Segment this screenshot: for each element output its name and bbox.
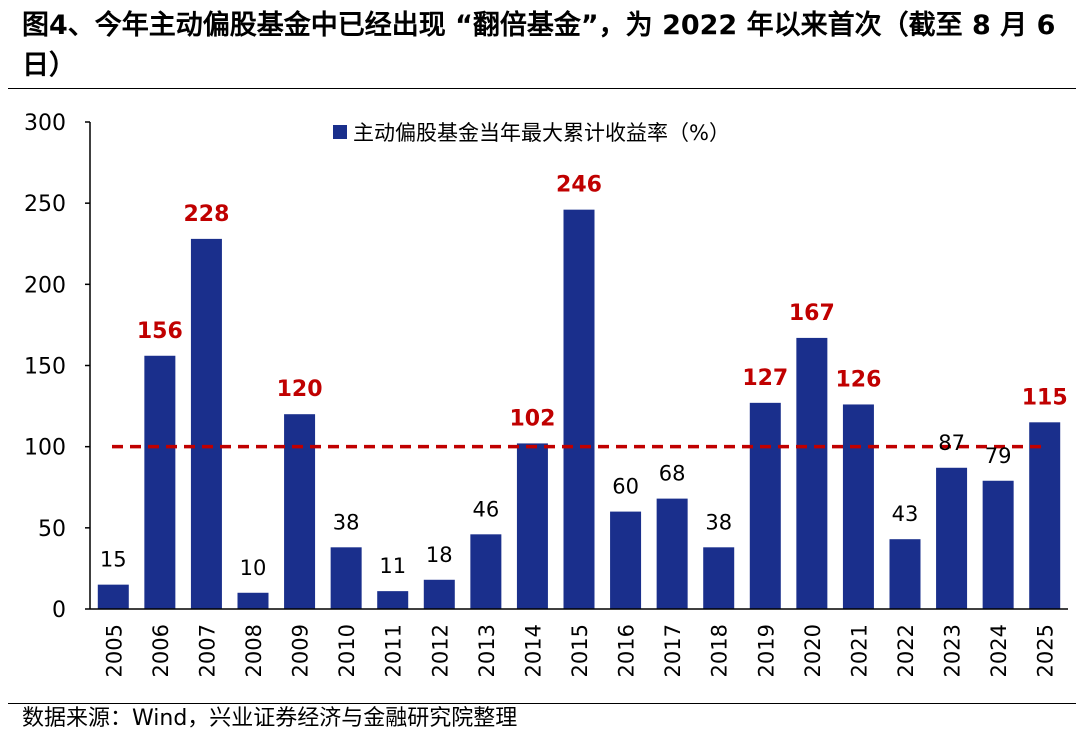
value-label-2020: 167 (789, 301, 835, 326)
y-tick-label: 100 (24, 436, 66, 461)
bar-2014 (516, 443, 548, 609)
value-label-2021: 126 (835, 367, 881, 392)
value-label-2016: 60 (612, 475, 639, 499)
x-tick-label-2025: 2025 (1034, 624, 1058, 677)
top-rule (8, 88, 1076, 89)
x-tick-label-2014: 2014 (521, 624, 545, 677)
x-tick-label-2011: 2011 (382, 624, 406, 677)
value-label-2022: 43 (892, 502, 919, 526)
bar-2007 (190, 238, 222, 609)
value-label-2009: 120 (277, 377, 323, 402)
x-tick-label-2019: 2019 (754, 624, 778, 677)
x-tick-label-2005: 2005 (102, 624, 126, 677)
bar-2019 (749, 402, 781, 609)
y-tick-label: 150 (24, 355, 66, 380)
y-tick-label: 50 (38, 517, 66, 542)
bar-2016 (610, 511, 642, 609)
legend-label: 主动偏股基金当年最大累计收益率（%） (353, 121, 730, 145)
bar-2013 (470, 534, 502, 609)
legend: 主动偏股基金当年最大累计收益率（%） (333, 121, 730, 145)
bar-2024 (982, 480, 1014, 609)
x-tick-label-2015: 2015 (568, 624, 592, 677)
x-tick-label-2017: 2017 (661, 624, 685, 677)
x-tick-label-2022: 2022 (894, 624, 918, 677)
bar-2015 (563, 209, 595, 609)
x-tick-label-2021: 2021 (847, 624, 871, 677)
figure-title: 图4、今年主动偏股基金中已经出现 “翻倍基金”，为 2022 年以来首次（截至 … (22, 10, 1056, 81)
y-tick-label: 250 (24, 192, 66, 217)
x-tick-label-2020: 2020 (801, 624, 825, 677)
x-tick-label-2024: 2024 (987, 624, 1011, 677)
value-label-2005: 15 (100, 548, 127, 572)
value-label-2011: 11 (379, 554, 406, 578)
y-tick-label: 300 (24, 111, 66, 136)
bar-2010 (330, 547, 362, 609)
bar-2020 (796, 337, 828, 609)
bars (97, 209, 1061, 609)
x-tick-label-2006: 2006 (149, 624, 173, 677)
bar-2008 (237, 592, 269, 609)
value-labels: 15 156 228 10 120 38 11 18 46 102 246 60 68 38 127 167 1… (100, 173, 1068, 580)
y-axis: 0 50 100 150 200 250 300 (24, 111, 91, 623)
value-label-2025: 115 (1022, 385, 1068, 410)
bar-chart: 0 50 100 150 200 250 300 15 156 228 10 120 38 11 18 46… (24, 111, 1068, 677)
bottom-rule (8, 703, 1076, 704)
value-label-2006: 156 (137, 319, 183, 344)
value-label-2015: 246 (556, 173, 602, 198)
value-label-2024: 79 (985, 444, 1012, 468)
bar-2011 (377, 591, 409, 609)
value-label-2008: 10 (240, 556, 267, 580)
bar-2018 (703, 547, 735, 609)
value-label-2010: 38 (333, 510, 360, 534)
value-label-2007: 228 (183, 202, 229, 227)
bar-2005 (97, 584, 129, 609)
value-label-2023: 87 (938, 431, 965, 455)
bar-2021 (842, 404, 874, 609)
source-note: 数据来源：Wind，兴业证券经济与金融研究院整理 (22, 706, 518, 731)
x-tick-label-2023: 2023 (941, 624, 965, 677)
bar-2023 (936, 467, 968, 609)
x-tick-label-2013: 2013 (475, 624, 499, 677)
bar-2017 (656, 498, 688, 609)
value-label-2013: 46 (472, 497, 499, 521)
x-tick-label-2007: 2007 (195, 624, 219, 677)
legend-swatch (333, 125, 347, 139)
x-tick-label-2009: 2009 (289, 624, 313, 677)
x-tick-label-2016: 2016 (615, 624, 639, 677)
bar-2012 (423, 579, 455, 609)
x-tick-label-2010: 2010 (335, 624, 359, 677)
x-tick-label-2018: 2018 (708, 624, 732, 677)
bar-2006 (144, 355, 176, 609)
bar-2009 (284, 414, 316, 609)
x-tick-label-2008: 2008 (242, 624, 266, 677)
x-tick-label-2012: 2012 (428, 624, 452, 677)
y-tick-label: 200 (24, 273, 66, 298)
value-label-2014: 102 (509, 406, 555, 431)
value-label-2012: 18 (426, 543, 453, 567)
value-label-2019: 127 (742, 366, 788, 391)
y-tick-label: 0 (52, 598, 66, 623)
bar-2025 (1029, 422, 1061, 609)
bar-2022 (889, 539, 921, 609)
value-label-2018: 38 (705, 510, 732, 534)
value-label-2017: 68 (659, 462, 686, 486)
x-axis: 2005 2006 2007 2008 2009 2010 2011 2012 2013 2014… (90, 608, 1068, 677)
